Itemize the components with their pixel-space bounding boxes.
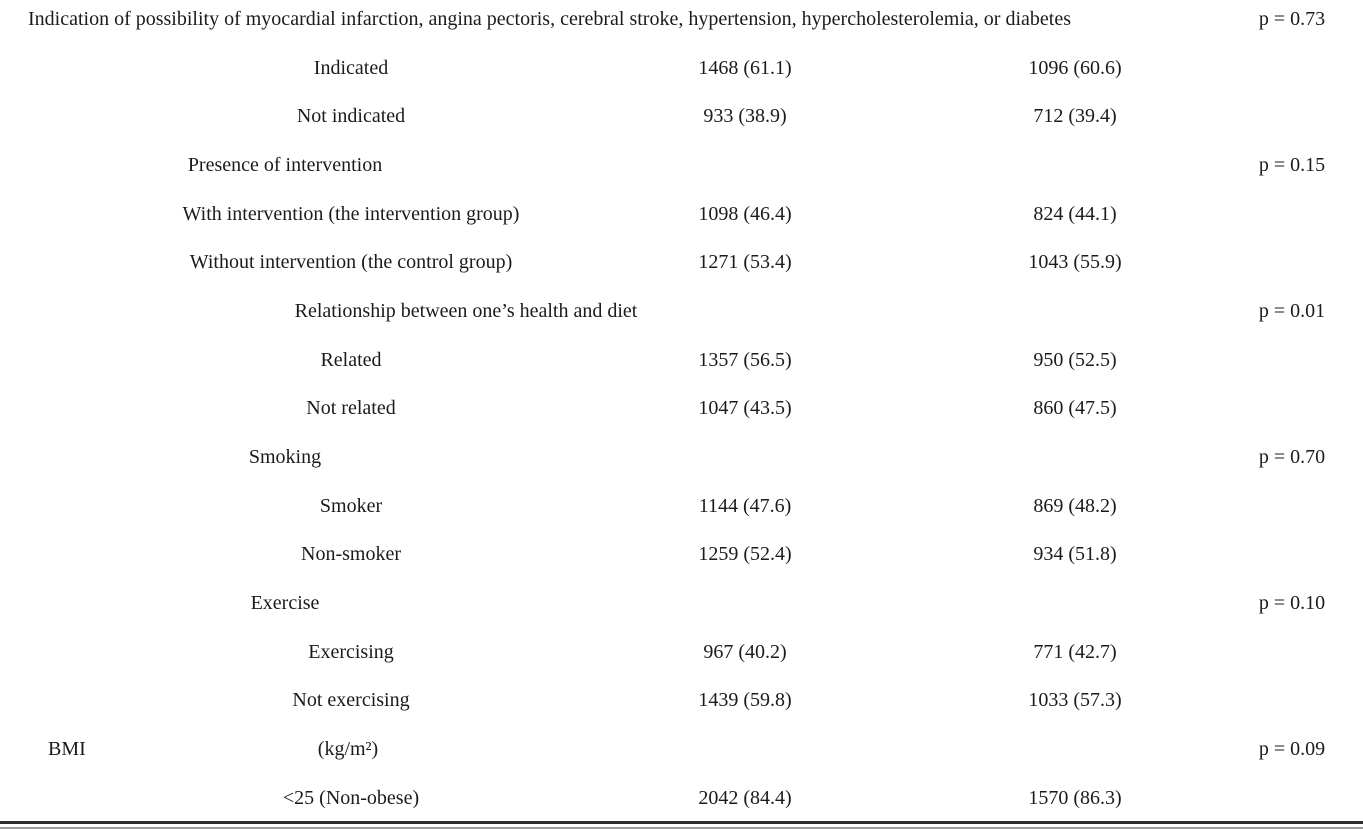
table-row: Smoker 1144 (47.6) 869 (48.2) (0, 492, 1363, 520)
p-value: p = 0.15 (1258, 154, 1326, 176)
p-value: p = 0.73 (1258, 8, 1326, 30)
row-label: Not exercising (292, 689, 410, 711)
table-row: Presence of intervention p = 0.15 (0, 151, 1363, 179)
table-row: <25 (Non-obese) 2042 (84.4) 1570 (86.3) (0, 784, 1363, 812)
table-row: Not exercising 1439 (59.8) 1033 (57.3) (0, 686, 1363, 714)
row-label: Smoker (319, 495, 383, 517)
row-label: Non-smoker (301, 543, 401, 565)
group2-value: 1096 (60.6) (1028, 57, 1122, 79)
row-label: Exercising (308, 641, 394, 663)
row-label: Exercise (250, 592, 320, 614)
group1-value: 1098 (46.4) (698, 203, 792, 225)
table-row: BMI (kg/m²) p = 0.09 (0, 735, 1363, 763)
group2-value: 824 (44.1) (1033, 203, 1117, 225)
row-label: <25 (Non-obese) (282, 787, 420, 809)
row-label: BMI (48, 738, 86, 760)
group2-value: 934 (51.8) (1033, 543, 1117, 565)
row-label: Presence of intervention (187, 154, 383, 176)
group1-value: 1047 (43.5) (698, 397, 792, 419)
table-row: Relationship between one’s health and di… (0, 297, 1363, 325)
group2-value: 712 (39.4) (1033, 105, 1117, 127)
table-bottom-rule (0, 821, 1363, 824)
row-unit-label: (kg/m²) (317, 738, 379, 760)
group1-value: 1271 (53.4) (698, 251, 792, 273)
group1-value: 1144 (47.6) (698, 495, 792, 517)
table-row: Indicated 1468 (61.1) 1096 (60.6) (0, 54, 1363, 82)
table-bottom-rule-secondary (0, 827, 1363, 829)
group1-value: 933 (38.9) (703, 105, 787, 127)
table-row: Not related 1047 (43.5) 860 (47.5) (0, 394, 1363, 422)
group1-value: 1468 (61.1) (698, 57, 792, 79)
row-label: Without intervention (the control group) (189, 251, 513, 273)
group1-value: 2042 (84.4) (698, 787, 792, 809)
p-value: p = 0.09 (1258, 738, 1326, 760)
table-row: Exercise p = 0.10 (0, 589, 1363, 617)
group1-value: 967 (40.2) (703, 641, 787, 663)
group2-value: 1043 (55.9) (1028, 251, 1122, 273)
group2-value: 860 (47.5) (1033, 397, 1117, 419)
table-row: Smoking p = 0.70 (0, 443, 1363, 471)
group1-value: 1357 (56.5) (698, 349, 792, 371)
row-label: Related (320, 349, 382, 371)
table-row: Exercising 967 (40.2) 771 (42.7) (0, 638, 1363, 666)
row-label: Indication of possibility of myocardial … (28, 8, 1071, 30)
row-label: With intervention (the intervention grou… (182, 203, 520, 225)
p-value: p = 0.10 (1258, 592, 1326, 614)
group1-value: 1439 (59.8) (698, 689, 792, 711)
table-row: Not indicated 933 (38.9) 712 (39.4) (0, 102, 1363, 130)
table-row: Indication of possibility of myocardial … (0, 5, 1363, 33)
table-row: With intervention (the intervention grou… (0, 200, 1363, 228)
row-label: Not related (306, 397, 396, 419)
group2-value: 1033 (57.3) (1028, 689, 1122, 711)
p-value: p = 0.70 (1258, 446, 1326, 468)
row-label: Indicated (313, 57, 389, 79)
row-label: Not indicated (296, 105, 406, 127)
table-row: Without intervention (the control group)… (0, 248, 1363, 276)
row-label: Smoking (248, 446, 322, 468)
group1-value: 1259 (52.4) (698, 543, 792, 565)
table-row: Related 1357 (56.5) 950 (52.5) (0, 346, 1363, 374)
group2-value: 771 (42.7) (1033, 641, 1117, 663)
row-label: Relationship between one’s health and di… (294, 300, 638, 322)
group2-value: 869 (48.2) (1033, 495, 1117, 517)
group2-value: 950 (52.5) (1033, 349, 1117, 371)
p-value: p = 0.01 (1258, 300, 1326, 322)
group2-value: 1570 (86.3) (1028, 787, 1122, 809)
table-row: Non-smoker 1259 (52.4) 934 (51.8) (0, 540, 1363, 568)
